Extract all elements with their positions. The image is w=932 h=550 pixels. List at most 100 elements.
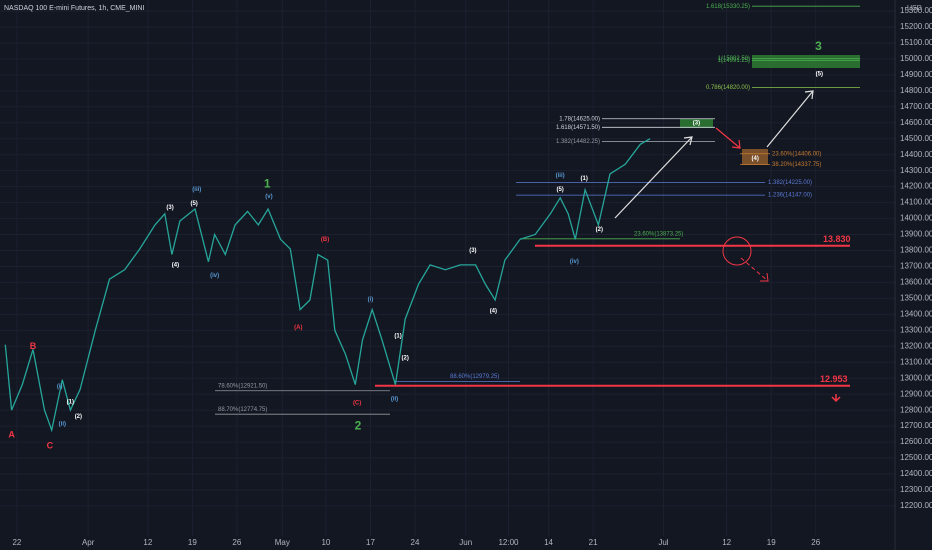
plot: A B C (i) (ii) (1) (2) (3) (4) (5) (iii) (iv) (v) 1 (B… — [4, 39, 823, 450]
target-box — [752, 55, 860, 68]
x-tick-label: 24 — [411, 538, 420, 547]
x-tick-label: 14 — [544, 538, 553, 547]
correction-box — [742, 149, 768, 165]
wave-label: (4) — [752, 156, 759, 162]
wave-label: (1) — [581, 176, 588, 182]
level-label: 1.618(14571.50) — [556, 125, 600, 131]
y-tick-label: 13300.00 — [900, 325, 932, 334]
wave-label: (iv) — [570, 259, 579, 265]
level-label: 1(14991.25) — [718, 58, 750, 64]
wave-label: (C) — [353, 400, 361, 406]
x-tick-label: 12 — [143, 538, 152, 547]
y-tick-label: 13000.00 — [900, 373, 932, 382]
y-tick-label: 14800.00 — [900, 86, 932, 95]
x-tick-label: Jul — [658, 538, 668, 547]
x-tick-label: 21 — [589, 538, 598, 547]
wave-label: (4) — [490, 308, 497, 314]
level-label: 13.830 — [823, 234, 851, 244]
y-tick-label: 14100.00 — [900, 198, 932, 207]
y-tick-label: 14200.00 — [900, 182, 932, 191]
level-label: 12.953 — [820, 374, 848, 384]
wave-label: B — [30, 341, 37, 351]
wave-label: (ii) — [59, 422, 66, 428]
arrow-head — [731, 139, 741, 149]
wave-label: (1) — [394, 333, 401, 339]
level-label: 0.786(14820.00) — [706, 85, 750, 91]
wave-label: (1) — [67, 400, 74, 406]
level-label: 88.70%(12774.75) — [218, 407, 267, 413]
y-tick-label: 14900.00 — [900, 70, 932, 79]
wave-label: (5) — [556, 187, 563, 193]
axes: 12200.00 12300.00 12400.00 12500.00 12600.00… — [12, 6, 932, 547]
x-tick-label: 17 — [366, 538, 375, 547]
projection-arrow — [766, 90, 814, 148]
x-tick-label: 10 — [321, 538, 330, 547]
x-tick-label: Apr — [82, 538, 95, 547]
down-arrow — [831, 394, 841, 403]
x-tick-label: Jun — [459, 538, 472, 547]
x-tick-label: 22 — [12, 538, 21, 547]
dashed-arrow — [740, 257, 769, 282]
wave-label: (B) — [321, 237, 329, 243]
y-tick-label: 13800.00 — [900, 246, 932, 255]
wave-label: (5) — [190, 201, 197, 207]
arrow-head — [683, 136, 693, 146]
wave-label: (iv) — [210, 273, 219, 279]
y-tick-label: 12600.00 — [900, 437, 932, 446]
y-tick-label: 12900.00 — [900, 389, 932, 398]
wave-label: (4) — [172, 262, 179, 268]
y-tick-label: 12200.00 — [900, 501, 932, 510]
level-label: 1.236(14147.00) — [768, 193, 812, 199]
level-label: 38.20%(14337.75) — [772, 162, 821, 168]
wave-label: (2) — [402, 355, 409, 361]
y-unit: USD — [907, 5, 922, 12]
chart-title: NASDAQ 100 E-mini Futures, 1h, CME_MINI — [4, 5, 144, 12]
wave-label: (5) — [816, 72, 823, 78]
wave-label: (i) — [368, 297, 374, 303]
levels: 1.618(15330.25) 1(15002.50)1(14991.25) 0.7… — [215, 4, 860, 415]
y-tick-label: 13200.00 — [900, 341, 932, 350]
x-tick-label: 19 — [188, 538, 197, 547]
y-tick-label: 14000.00 — [900, 214, 932, 223]
x-tick-label: 26 — [811, 538, 820, 547]
x-tick-label: 12 — [722, 538, 731, 547]
wave-label: (v) — [265, 194, 272, 200]
wave-label: 1 — [264, 176, 271, 190]
grid — [0, 0, 895, 536]
level-label: 1.618(15330.25) — [706, 4, 750, 10]
wave-label: (ii) — [391, 397, 398, 403]
x-tick-label: May — [275, 538, 290, 547]
level-label: 88.60%(12979.25) — [450, 374, 499, 380]
wave-label: (i) — [57, 384, 63, 390]
y-tick-label: 14700.00 — [900, 102, 932, 111]
level-label: 78.60%(12921.50) — [218, 383, 267, 389]
projection-arrow — [614, 136, 693, 219]
level-label: 23.60%(14406.00) — [772, 151, 821, 157]
y-tick-label: 15100.00 — [900, 38, 932, 47]
y-tick-label: 14300.00 — [900, 166, 932, 175]
wave-label: C — [47, 440, 54, 450]
wave-label: (2) — [596, 227, 603, 233]
wave-label: 2 — [355, 418, 362, 432]
target-box — [680, 119, 713, 128]
y-tick-label: 14600.00 — [900, 118, 932, 127]
x-tick-label: 19 — [767, 538, 776, 547]
wave-label: (iii) — [556, 173, 565, 179]
level-label: 1.78(14625.00) — [559, 116, 600, 122]
wave-label: A — [8, 429, 15, 439]
wave-label: (3) — [166, 205, 173, 211]
level-label: 1.382(14225.00) — [768, 180, 812, 186]
y-tick-label: 12700.00 — [900, 421, 932, 430]
correction-arrow — [715, 127, 741, 149]
highlight-circle — [722, 236, 752, 266]
wave-label: 3 — [815, 39, 822, 53]
wave-label: (2) — [75, 414, 82, 420]
y-tick-label: 12500.00 — [900, 453, 932, 462]
wave-label: (3) — [469, 248, 476, 254]
y-tick-label: 13700.00 — [900, 262, 932, 271]
y-tick-label: 15300.00 — [900, 6, 932, 15]
y-tick-label: 12400.00 — [900, 469, 932, 478]
y-tick-label: 13100.00 — [900, 357, 932, 366]
